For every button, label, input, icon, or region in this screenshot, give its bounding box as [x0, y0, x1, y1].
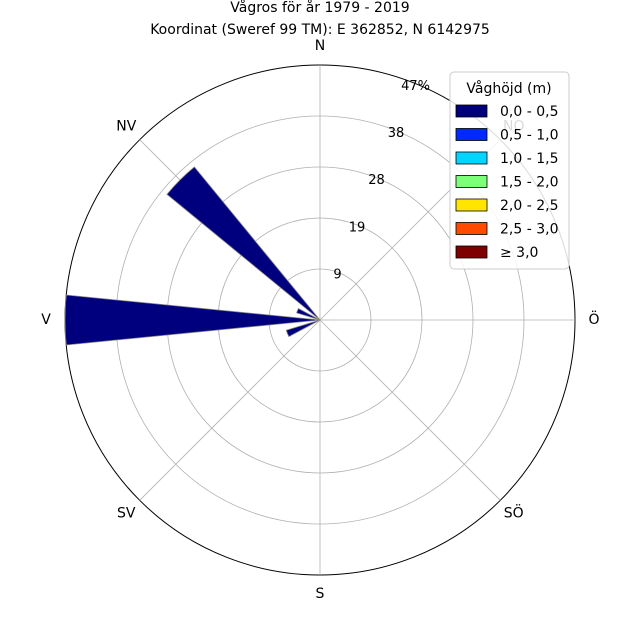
grid-spoke: [319, 319, 501, 501]
legend-swatch: [455, 151, 488, 165]
radial-tick-label: 38: [388, 126, 405, 141]
rose-sector: [285, 319, 321, 338]
legend-swatch: [455, 128, 488, 141]
grid-spoke: [139, 319, 321, 501]
legend-swatch: [455, 175, 488, 188]
radial-tick-label: 47%: [401, 79, 430, 94]
chart-title: Vågros för år 1979 - 2019: [230, 0, 409, 16]
rose-sector: [64, 294, 321, 346]
direction-label: S: [316, 586, 325, 602]
legend: Våghöjd (m) 0,0 - 0,5 0,5 - 1,0 1,0 - 1,5 1…: [449, 71, 570, 270]
rose-sector: [166, 166, 321, 321]
legend-label: 0,5 - 1,0: [500, 128, 558, 144]
legend-swatch: [455, 245, 488, 259]
chart-subtitle: Koordinat (Sweref 99 TM): E 362852, N 61…: [150, 22, 490, 38]
legend-label: 1,0 - 1,5: [500, 151, 558, 167]
direction-label: V: [41, 312, 51, 328]
legend-label: 2,0 - 2,5: [500, 198, 558, 214]
direction-label: Ö: [588, 310, 599, 328]
radial-tick-label: 19: [349, 220, 366, 235]
legend-title: Våghöjd (m): [466, 80, 551, 97]
legend-swatch: [455, 222, 488, 235]
legend-label: 1,5 - 2,0: [500, 175, 558, 191]
legend-swatch: [455, 198, 488, 212]
radial-tick-label: 28: [368, 173, 385, 188]
rose-sector: [296, 307, 321, 321]
rose-sectors: [64, 166, 321, 346]
legend-label: 2,5 - 3,0: [500, 222, 558, 238]
direction-label: SV: [117, 506, 136, 522]
legend-label: ≥ 3,0: [500, 245, 538, 261]
direction-label: SÖ: [504, 504, 524, 522]
direction-label: NV: [116, 118, 136, 134]
legend-items: 0,0 - 0,5 0,5 - 1,0 1,0 - 1,5 1,5 - 2,0 2,0 …: [455, 104, 558, 261]
radial-tick-labels: 9 19 28 38 47%: [333, 79, 430, 282]
legend-swatch: [455, 104, 488, 118]
direction-label: N: [315, 38, 325, 54]
legend-label: 0,0 - 0,5: [500, 104, 558, 120]
legend-frame: [449, 71, 570, 270]
radial-tick-label: 9: [333, 267, 341, 282]
